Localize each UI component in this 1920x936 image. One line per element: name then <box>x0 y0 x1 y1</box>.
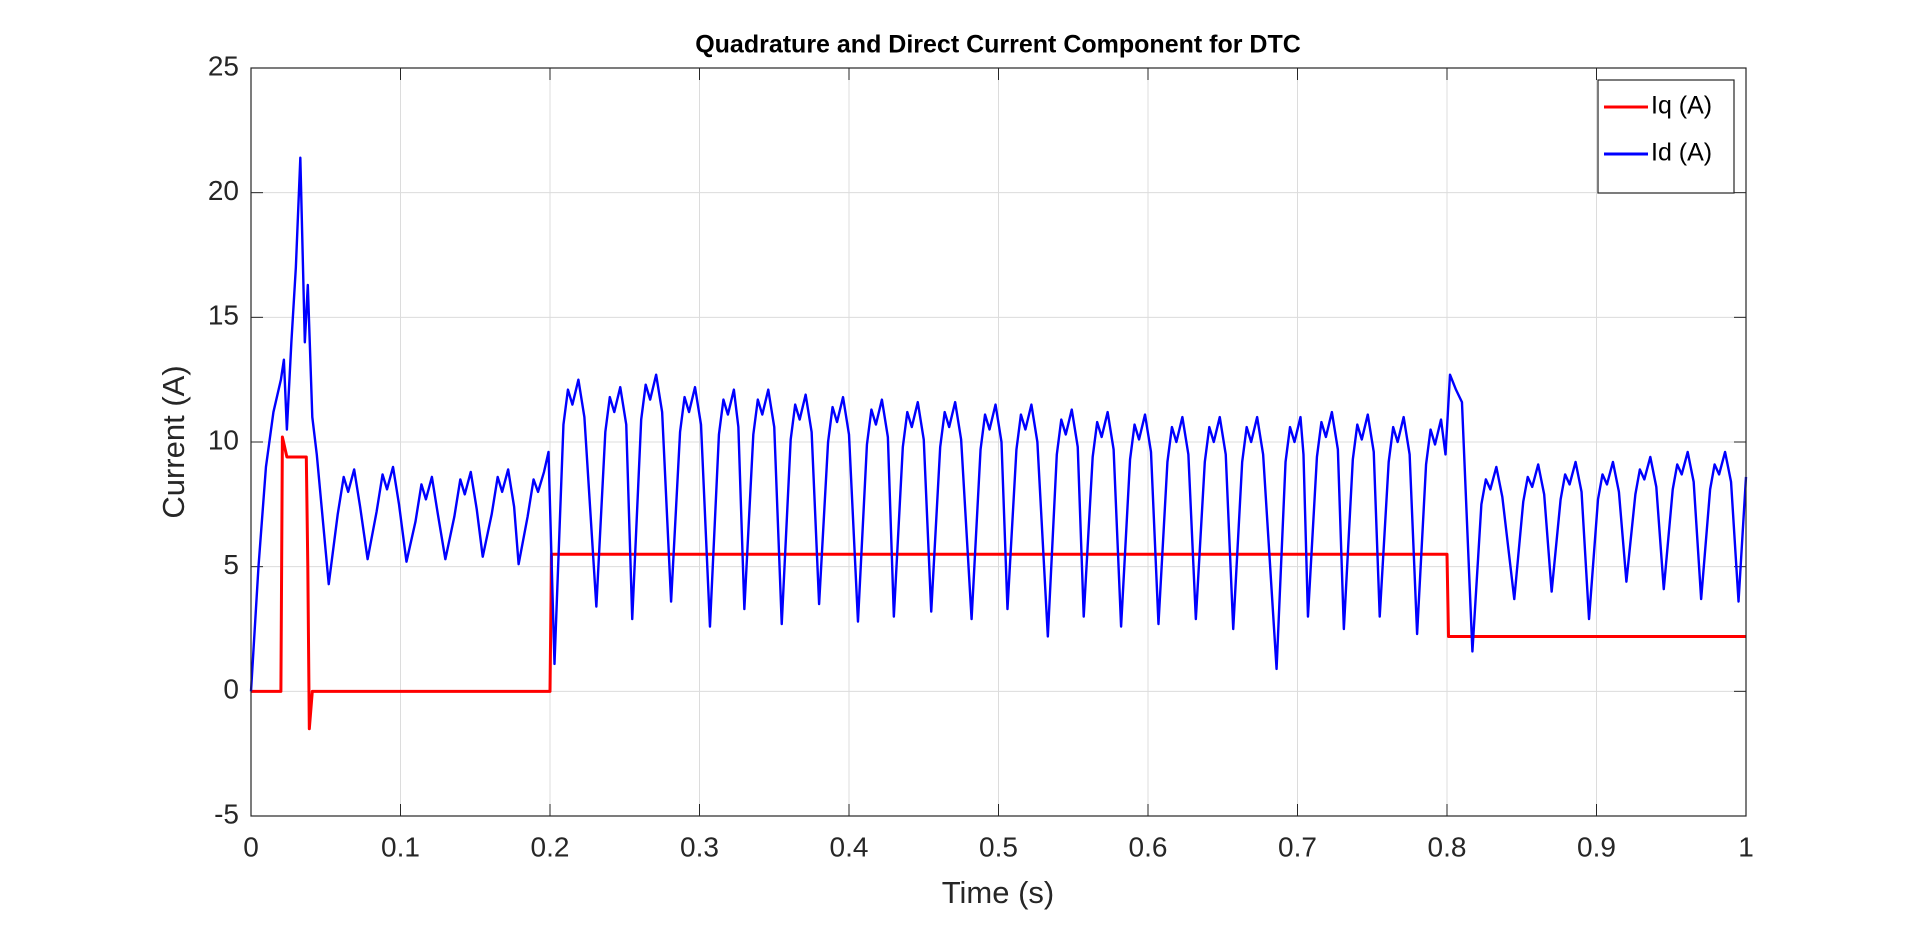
data-line <box>249 156 1748 692</box>
chart-title: Quadrature and Direct Current Component … <box>695 31 1301 59</box>
x-tick-label: 0.5 <box>979 831 1018 862</box>
legend-label: Iq (A) <box>1651 92 1712 120</box>
legend-label: Id (A) <box>1651 139 1712 167</box>
x-tick-label: 0 <box>243 831 259 862</box>
x-tick-label: 0.8 <box>1428 831 1467 862</box>
legend-box <box>1597 79 1735 194</box>
x-tick-label: 0.1 <box>381 831 420 862</box>
x-tick-label: 0.7 <box>1278 831 1317 862</box>
y-tick-label: 20 <box>208 175 239 206</box>
y-tick-label: -5 <box>214 798 239 829</box>
y-tick-label: 25 <box>208 50 239 81</box>
x-axis-label: Time (s) <box>942 875 1055 910</box>
axes-box <box>250 67 1747 817</box>
x-tick-label: 0.4 <box>830 831 869 862</box>
y-tick-label: 15 <box>208 300 239 331</box>
x-tick-label: 0.9 <box>1577 831 1616 862</box>
y-tick-label: 10 <box>208 424 239 455</box>
x-tick-label: 0.2 <box>531 831 570 862</box>
x-tick-label: 0.6 <box>1129 831 1168 862</box>
x-tick-label: 1 <box>1738 831 1754 862</box>
data-line <box>251 435 1746 731</box>
y-axis-label: Current (A) <box>156 365 191 518</box>
y-tick-label: 5 <box>223 549 239 580</box>
y-tick-label: 0 <box>223 674 239 705</box>
x-tick-label: 0.3 <box>680 831 719 862</box>
